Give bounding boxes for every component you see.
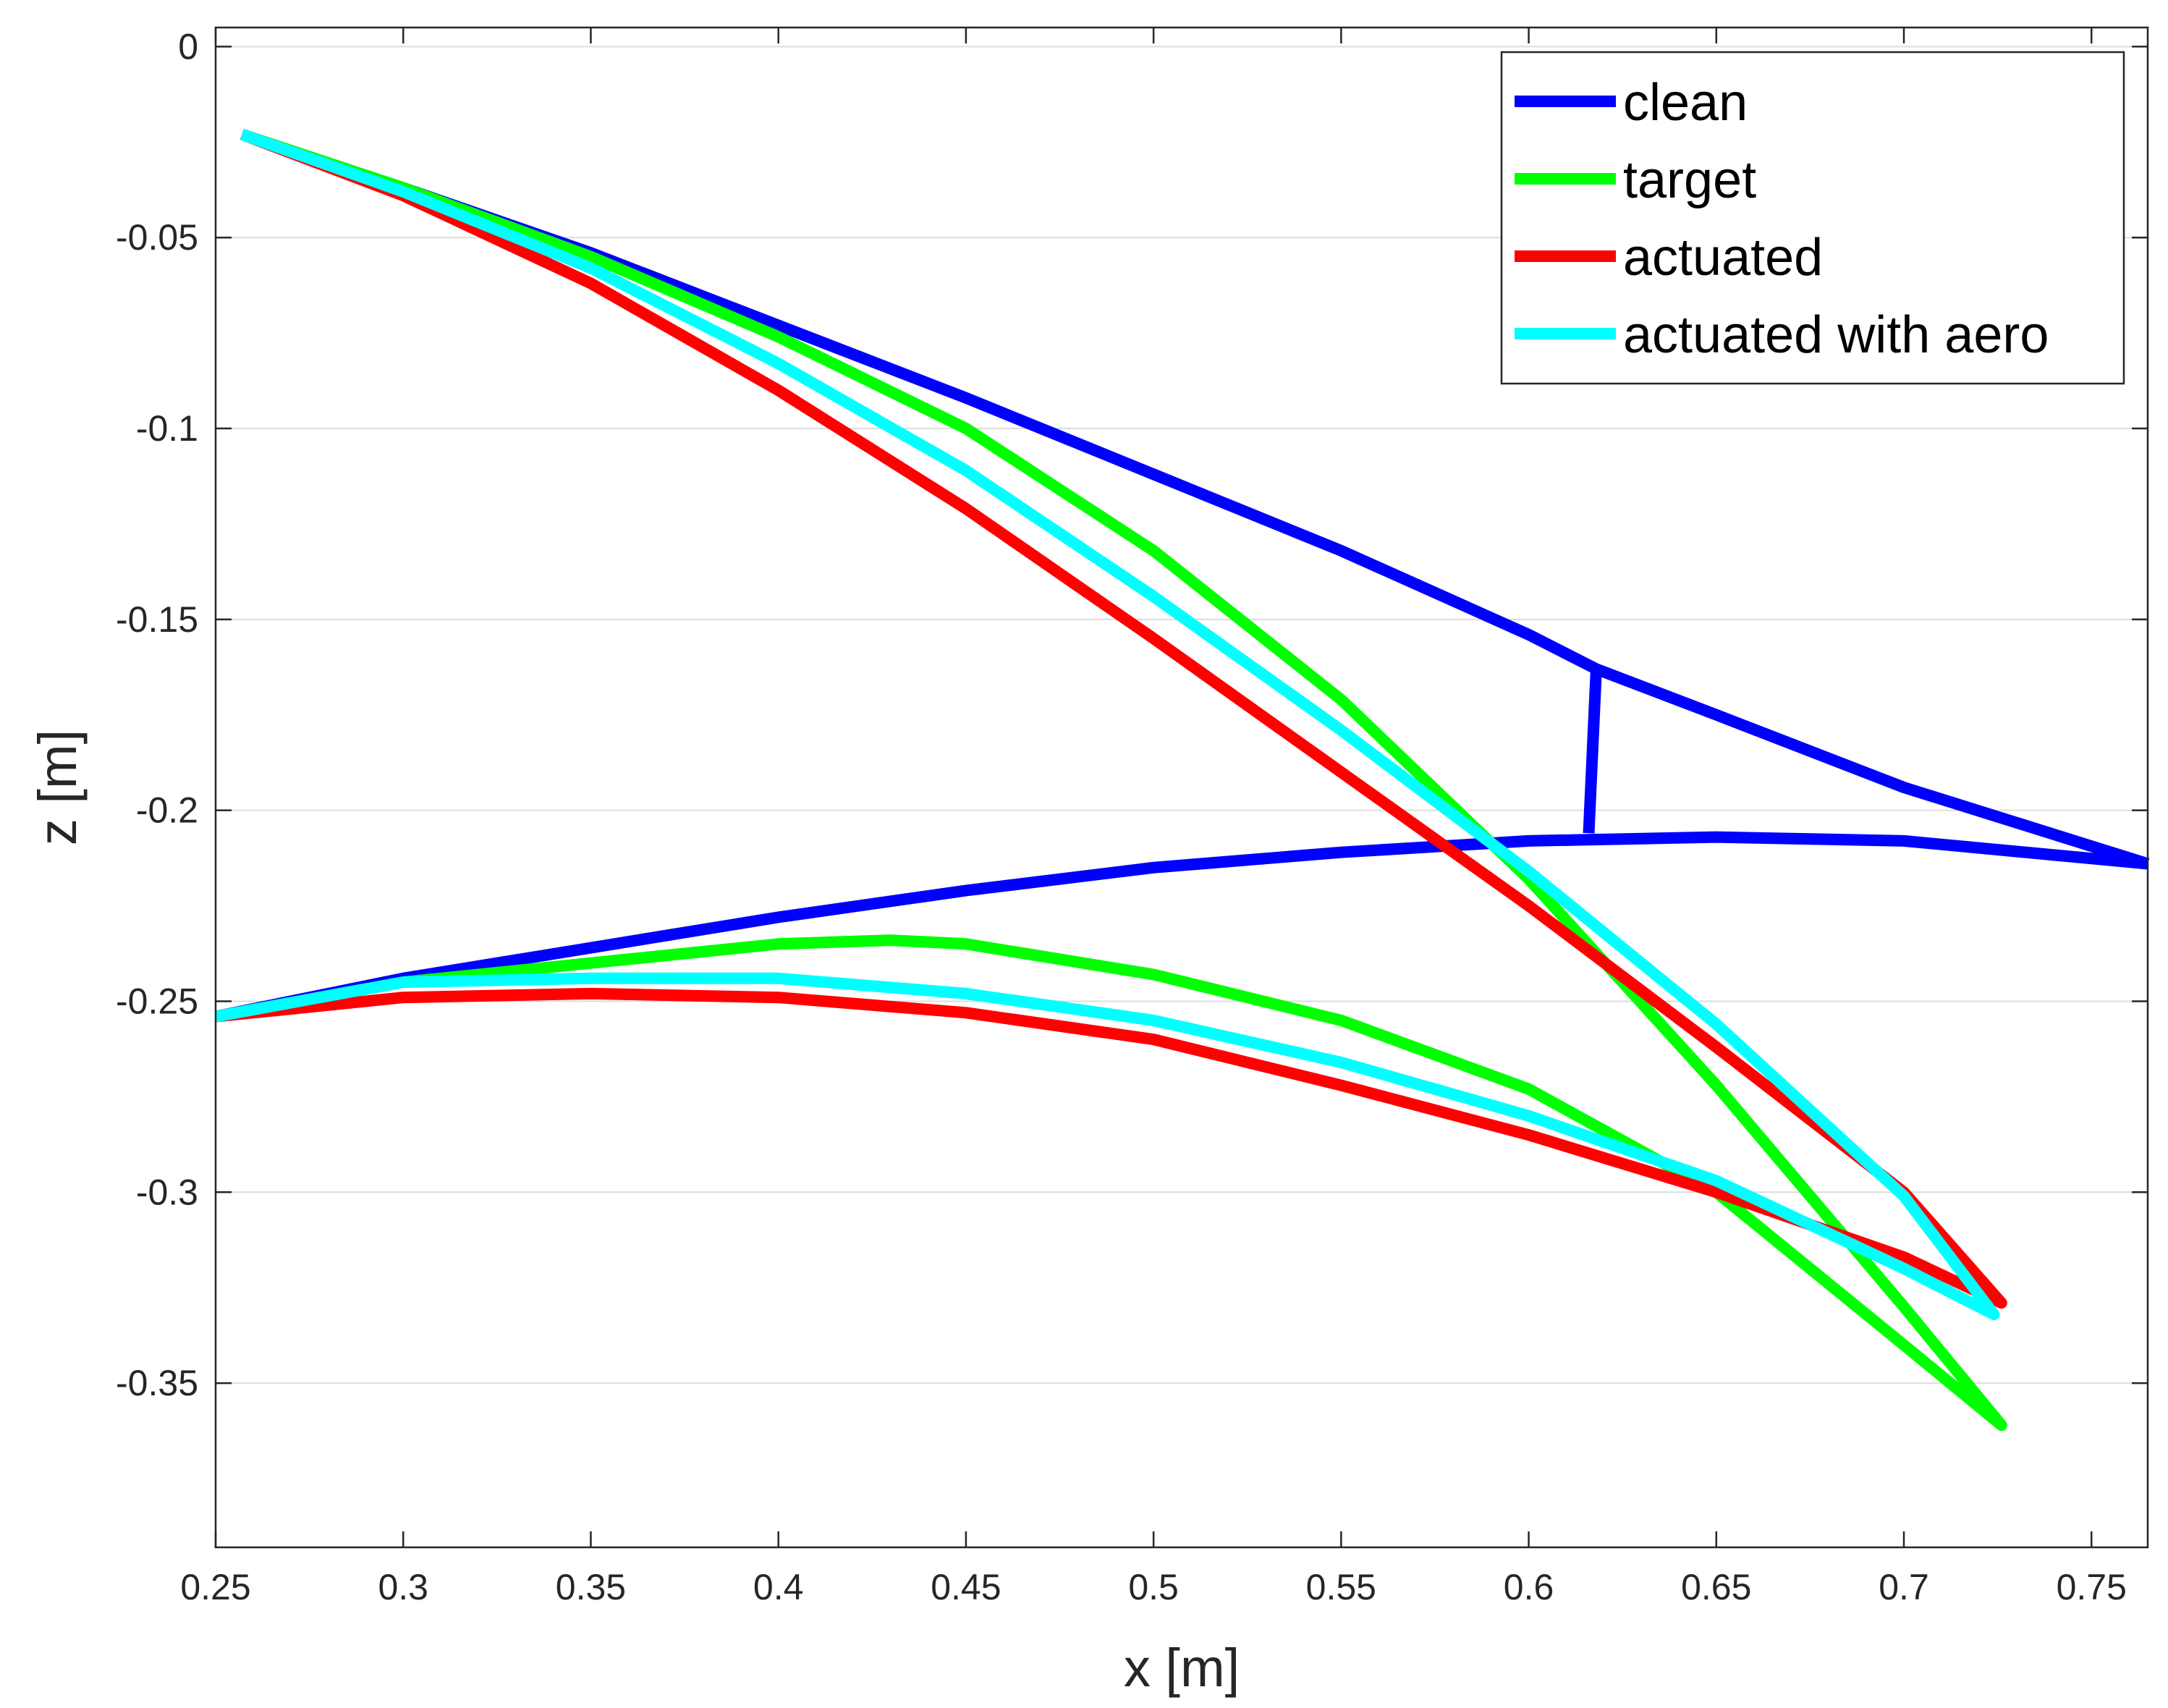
grid-lines (216, 46, 2148, 1384)
y-tick-label: -0.3 (136, 1172, 198, 1212)
legend-label-actuated-with-aero: actuated with aero (1623, 306, 2049, 364)
x-tick-label: 0.45 (931, 1567, 1001, 1607)
series-line-target-0 (214, 129, 2007, 1432)
y-tick-label: -0.05 (116, 217, 198, 258)
x-tick-label: 0.65 (1681, 1567, 1751, 1607)
x-axis-title: x [m] (1124, 1638, 1240, 1698)
tick-labels: 0.25 0.3 0.35 0.4 0.45 0.5 0.55 0.6 0.65 0.7 0.75 0… (116, 26, 2127, 1607)
series-line-actuated-with-aero-0 (214, 129, 2000, 1321)
series-actuated (215, 129, 2007, 1309)
y-tick-label: -0.1 (136, 408, 198, 449)
legend-label-clean: clean (1623, 74, 1748, 132)
legend-label-actuated: actuated (1623, 229, 1823, 287)
y-tick-label: -0.15 (116, 599, 198, 640)
y-tick-label: -0.35 (116, 1363, 198, 1403)
x-tick-label: 0.6 (1504, 1567, 1554, 1607)
x-tick-label: 0.35 (556, 1567, 626, 1607)
axis-ticks (214, 28, 2148, 1547)
axes-box (214, 26, 2149, 1549)
series-actuated-with-aero (214, 129, 2000, 1321)
x-tick-label: 0.4 (753, 1567, 804, 1607)
y-tick-label: -0.25 (116, 981, 198, 1021)
y-axis-title: z [m] (27, 730, 88, 845)
legend: clean target actuated actuated with aero (1500, 51, 2125, 385)
series-target (214, 129, 2007, 1432)
x-tick-label: 0.75 (2057, 1567, 2127, 1607)
series-line-clean-1 (1583, 669, 1602, 834)
x-tick-label: 0.25 (180, 1567, 250, 1607)
x-tick-label: 0.55 (1306, 1567, 1376, 1607)
y-tick-label: -0.2 (136, 790, 198, 831)
x-tick-label: 0.7 (1879, 1567, 1929, 1607)
x-tick-label: 0.5 (1128, 1567, 1179, 1607)
x-tick-label: 0.3 (378, 1567, 428, 1607)
legend-label-target: target (1623, 151, 1756, 209)
y-tick-label: 0 (178, 26, 198, 67)
series-line-clean-2 (214, 831, 2148, 1023)
series-lines (214, 129, 2150, 1432)
series-line-actuated-0 (215, 129, 2007, 1309)
